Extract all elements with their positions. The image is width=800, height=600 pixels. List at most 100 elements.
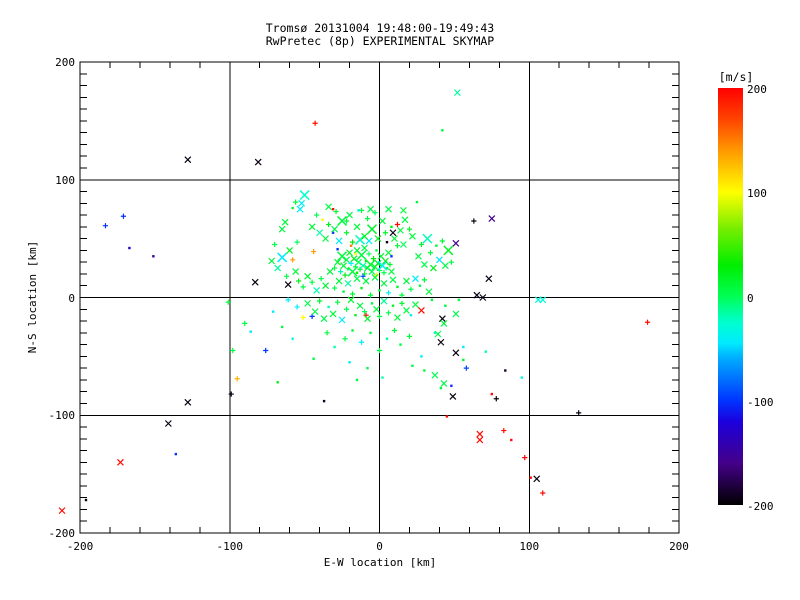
data-point: [272, 241, 278, 248]
data-point: [425, 288, 433, 296]
data-point: [364, 315, 371, 323]
data-point: [234, 376, 240, 382]
data-point: [366, 224, 378, 235]
data-point: [84, 498, 88, 502]
data-point: [355, 271, 359, 274]
data-point: [440, 380, 448, 387]
data-point: [385, 249, 392, 257]
data-point: [379, 217, 386, 225]
data-point: [128, 246, 131, 250]
colorbar-tick-label: -100: [747, 395, 774, 409]
data-point: [359, 262, 367, 270]
data-point: [387, 261, 393, 268]
data-point: [268, 257, 276, 265]
data-point: [418, 307, 425, 314]
data-point: [312, 357, 315, 360]
data-point: [316, 229, 324, 237]
data-point: [263, 347, 269, 354]
data-point: [304, 299, 312, 307]
data-point: [321, 218, 324, 221]
data-point: [440, 319, 448, 327]
data-point: [356, 250, 367, 261]
data-point: [385, 337, 389, 340]
data-point: [281, 218, 289, 226]
data-point: [533, 475, 541, 483]
data-point: [378, 289, 381, 292]
data-point: [409, 232, 416, 240]
chart-title-line1: Tromsø 20131004 19:48:00-19:49:43: [265, 21, 495, 35]
data-point: [418, 241, 425, 248]
y-tick-label: -100: [48, 409, 76, 423]
data-point: [351, 329, 354, 332]
data-point: [298, 199, 306, 207]
data-point: [476, 436, 484, 444]
data-point: [291, 206, 294, 210]
data-point: [249, 330, 252, 333]
data-point: [473, 291, 481, 299]
data-point: [430, 298, 434, 302]
data-point: [331, 285, 338, 291]
data-point: [225, 299, 231, 305]
data-point: [367, 205, 374, 213]
y-tick-label: 0: [68, 291, 75, 305]
data-point: [278, 225, 286, 233]
data-point: [522, 455, 528, 461]
data-point: [394, 243, 401, 249]
data-point: [334, 299, 341, 305]
data-point: [406, 226, 413, 232]
data-point: [406, 333, 413, 339]
data-point: [423, 369, 426, 372]
data-point: [355, 378, 359, 382]
data-point: [450, 384, 453, 388]
data-point: [453, 89, 461, 97]
data-point: [476, 430, 484, 438]
data-point: [441, 262, 449, 270]
data-point: [340, 262, 347, 270]
data-point: [437, 338, 445, 346]
data-point: [342, 272, 348, 278]
data-point: [290, 257, 296, 263]
data-point: [429, 264, 437, 272]
x-tick-label: -100: [216, 540, 244, 553]
data-point: [433, 331, 437, 335]
data-point: [322, 282, 330, 290]
data-point: [418, 284, 422, 287]
data-point: [335, 277, 343, 285]
data-point: [325, 221, 332, 228]
data-point: [344, 279, 352, 287]
data-point: [376, 347, 383, 354]
data-point: [385, 240, 389, 244]
data-point: [394, 221, 401, 228]
data-point: [343, 256, 350, 264]
data-point: [644, 319, 651, 325]
data-point: [120, 213, 127, 219]
data-point: [286, 246, 294, 254]
data-point: [356, 302, 364, 310]
data-point: [358, 207, 365, 213]
data-point: [335, 237, 343, 245]
data-point: [399, 343, 402, 346]
data-point: [373, 272, 380, 278]
data-point: [375, 249, 378, 252]
data-point: [422, 233, 433, 244]
data-point: [369, 331, 372, 335]
data-point: [501, 427, 507, 434]
data-point: [435, 244, 438, 247]
data-point: [366, 366, 369, 370]
data-point: [457, 298, 461, 302]
data-point: [439, 238, 445, 244]
data-point: [280, 325, 284, 329]
data-point: [576, 410, 582, 416]
data-point: [391, 327, 398, 334]
data-point: [326, 268, 334, 276]
data-point: [388, 268, 395, 276]
data-point: [400, 241, 407, 248]
data-point: [284, 281, 292, 288]
data-point: [380, 279, 388, 287]
data-point: [415, 200, 419, 204]
data-point: [394, 314, 401, 321]
data-point: [342, 290, 345, 293]
data-point: [349, 291, 356, 297]
data-point: [338, 316, 346, 324]
data-point: [444, 304, 447, 307]
